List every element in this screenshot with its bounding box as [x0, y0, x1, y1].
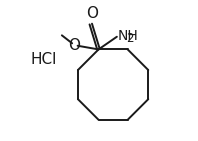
Text: HCl: HCl [31, 52, 57, 67]
Text: 2: 2 [127, 32, 134, 45]
Text: O: O [69, 38, 81, 53]
Text: NH: NH [117, 29, 138, 43]
Text: O: O [87, 6, 98, 21]
